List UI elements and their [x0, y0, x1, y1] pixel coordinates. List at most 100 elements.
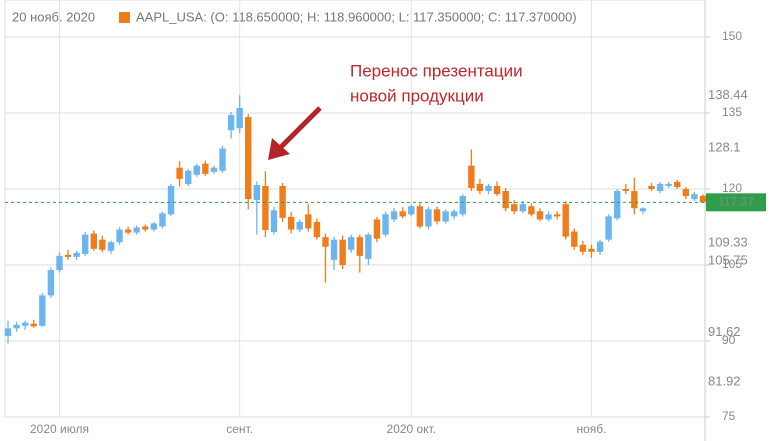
- candle-body: [579, 244, 587, 252]
- candle-body: [459, 196, 466, 215]
- candle-body: [631, 191, 638, 209]
- candle-body: [639, 208, 647, 212]
- candle-body: [30, 323, 37, 327]
- y-tick-label: 75: [722, 409, 736, 423]
- candle-body: [116, 229, 123, 243]
- candle-body: [176, 167, 183, 179]
- candle-body: [588, 248, 595, 252]
- candle-body: [648, 185, 655, 189]
- candle-body: [184, 170, 192, 184]
- candle-body: [656, 183, 664, 192]
- candle-body: [493, 185, 501, 195]
- annotation: новой продукции: [350, 86, 484, 105]
- plot-area: [4, 0, 706, 418]
- candle-body: [348, 237, 355, 250]
- level-label: 81.92: [708, 373, 741, 388]
- candle-body: [553, 214, 561, 217]
- level-label: 91.62: [708, 324, 741, 339]
- y-tick-label: 150: [722, 29, 742, 43]
- candle-body: [107, 242, 115, 251]
- x-tick-label: 2020 окт.: [386, 422, 436, 436]
- y-tick-label: 105: [722, 257, 742, 271]
- x-tick-label: сент.: [226, 422, 253, 436]
- last-price-box: [706, 193, 766, 212]
- candle-body: [287, 216, 295, 230]
- candle-body: [4, 328, 12, 336]
- candle-body: [571, 231, 578, 247]
- candle-body: [699, 195, 707, 203]
- candle-body: [511, 204, 518, 212]
- candle-body: [665, 183, 672, 186]
- candle-body: [682, 189, 690, 197]
- level-label: 128.1: [708, 139, 741, 154]
- annotation-arrowhead: [268, 138, 290, 160]
- candle-body: [622, 189, 629, 192]
- annotation-arrow: [278, 106, 322, 150]
- candle-body: [613, 191, 621, 219]
- candle-body: [433, 209, 441, 222]
- candle-body: [373, 219, 381, 239]
- candle-body: [519, 204, 527, 212]
- candle-body: [313, 221, 321, 238]
- candle-body: [167, 185, 175, 215]
- candle-body: [202, 163, 209, 174]
- candle-body: [365, 234, 372, 259]
- candle-body: [450, 211, 458, 217]
- candle-body: [13, 324, 20, 329]
- candle-body: [356, 237, 363, 256]
- candle-body: [408, 206, 415, 215]
- candle-body: [21, 322, 29, 326]
- candle-body: [193, 165, 200, 175]
- candle-body: [262, 185, 269, 231]
- candle-body: [124, 229, 132, 233]
- candle-body: [399, 211, 406, 217]
- y-tick-label: 90: [722, 333, 736, 347]
- candle-body: [322, 237, 329, 247]
- candle-body: [382, 214, 389, 235]
- legend-swatch: [119, 12, 130, 23]
- candle-body: [691, 194, 698, 200]
- level-label: 109.33: [708, 234, 748, 249]
- candle-body: [528, 206, 535, 215]
- candle-body: [305, 214, 312, 229]
- candle-body: [390, 211, 398, 220]
- x-tick-label: 2020 июля: [30, 422, 89, 436]
- annotation: Перенос презентации: [350, 61, 523, 80]
- last-price-label: 117,37: [718, 194, 754, 208]
- legend-text: AAPL_USA: (O: 118.650000; H: 118.960000;…: [136, 9, 577, 24]
- candle-body: [596, 241, 604, 252]
- candle-body: [210, 167, 218, 172]
- candle-body: [142, 226, 149, 230]
- candle-body: [425, 209, 432, 227]
- candle-body: [133, 227, 140, 233]
- candle-body: [47, 270, 55, 296]
- y-tick-label: 120: [722, 181, 742, 195]
- candle-body: [245, 117, 252, 200]
- candle-body: [82, 234, 89, 254]
- candle-body: [476, 183, 484, 192]
- candle-body: [442, 211, 449, 222]
- candle-body: [227, 115, 235, 131]
- candle-body: [485, 185, 492, 192]
- x-tick-label: нояб.: [576, 422, 606, 436]
- candle-body: [416, 206, 424, 227]
- date-label: 20 нояб. 2020: [12, 9, 95, 24]
- level-label: 105.75: [708, 253, 748, 268]
- candle-body: [330, 239, 338, 260]
- candle-body: [605, 216, 612, 240]
- candle-body: [236, 107, 243, 129]
- candle-body: [253, 184, 261, 201]
- candle-body: [64, 254, 72, 257]
- level-label: 138.44: [708, 87, 748, 102]
- candle-body: [502, 191, 509, 209]
- candle-body: [674, 181, 681, 187]
- candle-body: [73, 252, 80, 257]
- candle-body: [545, 214, 552, 220]
- candle-body: [562, 204, 569, 237]
- candle-body: [339, 239, 346, 265]
- candle-body: [39, 295, 46, 326]
- candle-body: [536, 211, 544, 220]
- candle-body: [296, 221, 303, 230]
- y-tick-label: 135: [722, 105, 742, 119]
